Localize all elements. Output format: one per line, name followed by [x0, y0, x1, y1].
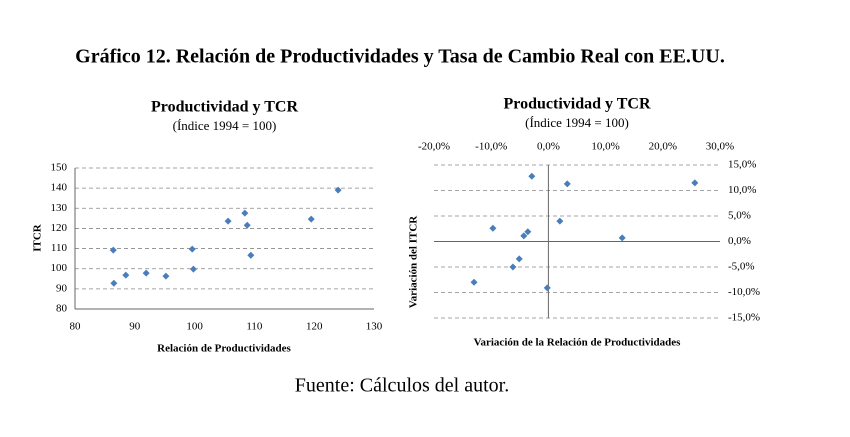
point [563, 180, 571, 188]
chart-title: Productividad y TCR [504, 96, 651, 113]
x-tick-label: 110 [246, 321, 263, 333]
point [524, 228, 532, 236]
point [243, 221, 251, 229]
x-tick-label: 20,0% [649, 141, 677, 153]
point [691, 179, 699, 187]
x-tick-label: -10,0% [475, 141, 507, 153]
chart-subtitle: (Índice 1994 = 100) [525, 115, 629, 130]
page-title: Gráfico 12. Relación de Productividades … [75, 46, 725, 68]
point [188, 245, 196, 253]
point [142, 269, 150, 277]
point [334, 186, 342, 194]
point [241, 209, 249, 217]
point [515, 255, 523, 263]
point [543, 284, 551, 292]
y-tick-label: 0,0% [728, 235, 751, 247]
y-tick-label: -15,0% [728, 312, 760, 324]
y-tick-label: 5,0% [728, 210, 751, 222]
point [247, 251, 255, 259]
y-tick-label: 80 [56, 303, 68, 315]
point [122, 271, 130, 279]
point [110, 279, 118, 287]
y-tick-label: 90 [56, 282, 68, 294]
x-tick-label: 0,0% [537, 141, 560, 153]
chart-title: Productividad y TCR [151, 99, 298, 116]
y-axis-label: ITCR [32, 223, 44, 252]
x-tick-label: 120 [306, 321, 323, 333]
y-tick-label: 120 [51, 222, 68, 234]
point [489, 224, 497, 232]
point [162, 272, 170, 280]
y-tick-label: 100 [51, 262, 68, 274]
x-tick-label: 90 [129, 321, 141, 333]
x-axis-label: Relación de Productividades [157, 343, 291, 355]
point [556, 217, 564, 225]
y-tick-label: 110 [51, 242, 68, 254]
source-note: Fuente: Cálculos del autor. [295, 375, 509, 397]
point [109, 246, 117, 254]
point [509, 263, 517, 271]
point [224, 217, 232, 225]
x-tick-label: -20,0% [418, 141, 450, 153]
y-tick-label: -10,0% [728, 286, 760, 298]
x-tick-label: 80 [70, 321, 82, 333]
chart-subtitle: (Índice 1994 = 100) [173, 118, 277, 133]
y-axis-label: Variación del ITCR [408, 215, 420, 309]
point [307, 215, 315, 223]
x-tick-label: 30,0% [706, 141, 734, 153]
x-tick-label: 130 [366, 321, 383, 333]
point [520, 232, 528, 240]
x-axis-label: Variación de la Relación de Productivida… [474, 337, 682, 349]
y-tick-label: 130 [51, 202, 68, 214]
y-tick-label: 15,0% [728, 159, 756, 171]
y-tick-label: 10,0% [728, 184, 756, 196]
y-tick-label: 150 [51, 162, 68, 174]
y-tick-label: 140 [51, 182, 68, 194]
point [528, 172, 536, 180]
x-tick-label: 10,0% [591, 141, 619, 153]
point [618, 234, 626, 242]
x-tick-label: 100 [186, 321, 203, 333]
point [470, 278, 478, 286]
point [189, 265, 197, 273]
y-tick-label: -5,0% [728, 261, 755, 273]
